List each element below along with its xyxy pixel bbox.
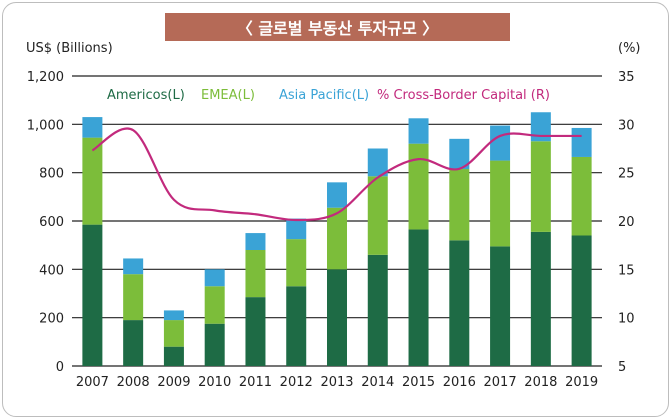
- legend-entry: Americos(L): [107, 88, 185, 103]
- bar-emea-2017: [490, 160, 511, 247]
- x-tick-label: 2007: [76, 375, 109, 390]
- bar-asia-pacific-2016: [449, 138, 470, 170]
- bar-emea-2008: [123, 274, 144, 321]
- bar-emea-2018: [530, 141, 551, 232]
- bar-americas-2015: [408, 229, 429, 366]
- bar-emea-2019: [571, 156, 592, 236]
- x-tick-label: 2012: [280, 375, 313, 390]
- y2-tick-label: 30: [618, 118, 635, 133]
- x-tick-label: 2017: [484, 375, 517, 390]
- bar-asia-pacific-2013: [327, 182, 347, 208]
- bar-emea-2014: [367, 176, 388, 255]
- bar-americas-2019: [571, 235, 592, 366]
- y-tick-label: 400: [39, 263, 64, 278]
- bar-americas-2016: [449, 240, 470, 366]
- bar-asia-pacific-2011: [245, 233, 266, 250]
- x-tick-label: 2008: [117, 375, 150, 390]
- axes: 0 5 200 10 400 15 600 20 800 25 1,000 30 1,200 35 2007…: [27, 70, 635, 390]
- bar-americas-2013: [327, 269, 347, 366]
- legend-entry: % Cross-Border Capital (R): [377, 88, 550, 103]
- x-tick-label: 2009: [157, 375, 190, 390]
- x-tick-label: 2019: [565, 375, 598, 390]
- x-tick-label: 2015: [402, 375, 435, 390]
- bars: [82, 112, 592, 366]
- bar-americas-2010: [204, 323, 225, 366]
- bar-emea-2015: [408, 143, 429, 230]
- bar-americas-2012: [286, 286, 307, 366]
- bar-emea-2010: [204, 286, 225, 324]
- bar-emea-2009: [163, 320, 184, 347]
- x-tick-label: 2011: [239, 375, 272, 390]
- bar-emea-2013: [327, 207, 347, 270]
- bar-asia-pacific-2017: [490, 125, 511, 161]
- bar-asia-pacific-2009: [163, 310, 184, 321]
- bar-emea-2012: [286, 239, 307, 287]
- legend: Americos(L) EMEA(L) Asia Pacific(L) % Cross…: [107, 88, 550, 103]
- bar-americas-2011: [245, 297, 266, 366]
- x-tick-label: 2013: [320, 375, 353, 390]
- bar-americas-2017: [490, 246, 511, 366]
- line-layer: [91, 127, 582, 222]
- bar-asia-pacific-2018: [530, 112, 551, 142]
- y2-tick-label: 35: [618, 70, 635, 85]
- y-tick-label: 200: [39, 312, 64, 327]
- bar-asia-pacific-2008: [123, 258, 144, 275]
- right-axis-unit: (%): [618, 41, 641, 56]
- bar-americas-2007: [82, 224, 103, 366]
- x-tick-label: 2018: [524, 375, 557, 390]
- bar-americas-2014: [367, 254, 388, 366]
- y-tick-label: 1,200: [27, 70, 64, 85]
- bar-americas-2018: [530, 231, 551, 366]
- bar-americas-2009: [163, 346, 184, 366]
- bar-asia-pacific-2010: [204, 269, 225, 287]
- x-tick-label: 2010: [198, 375, 231, 390]
- bar-asia-pacific-2019: [571, 127, 592, 157]
- bar-emea-2007: [82, 137, 103, 225]
- y2-tick-label: 20: [618, 215, 635, 230]
- y-tick-label: 0: [56, 360, 64, 375]
- y-tick-label: 1,000: [27, 118, 64, 133]
- legend-entry: Asia Pacific(L): [279, 88, 369, 103]
- y-tick-label: 800: [39, 167, 64, 182]
- bar-asia-pacific-2007: [82, 117, 103, 138]
- bar-emea-2016: [449, 169, 470, 241]
- x-tick-label: 2016: [443, 375, 476, 390]
- y2-tick-label: 15: [618, 263, 635, 278]
- y-tick-label: 600: [39, 215, 64, 230]
- chart-title: 〈 글로벌 부동산 투자규모 〉: [165, 13, 510, 41]
- bar-emea-2011: [245, 250, 266, 298]
- left-axis-unit: US$ (Billions): [26, 41, 113, 56]
- x-tick-label: 2014: [361, 375, 394, 390]
- y2-tick-label: 10: [618, 312, 635, 327]
- bar-americas-2008: [123, 320, 144, 366]
- y2-tick-label: 25: [618, 167, 635, 182]
- bar-asia-pacific-2012: [286, 218, 307, 240]
- bar-asia-pacific-2014: [367, 148, 388, 177]
- y2-tick-label: 5: [618, 360, 626, 375]
- legend-entry: EMEA(L): [201, 88, 255, 103]
- bar-asia-pacific-2015: [408, 118, 429, 144]
- line-cross-border-capital: [91, 127, 582, 222]
